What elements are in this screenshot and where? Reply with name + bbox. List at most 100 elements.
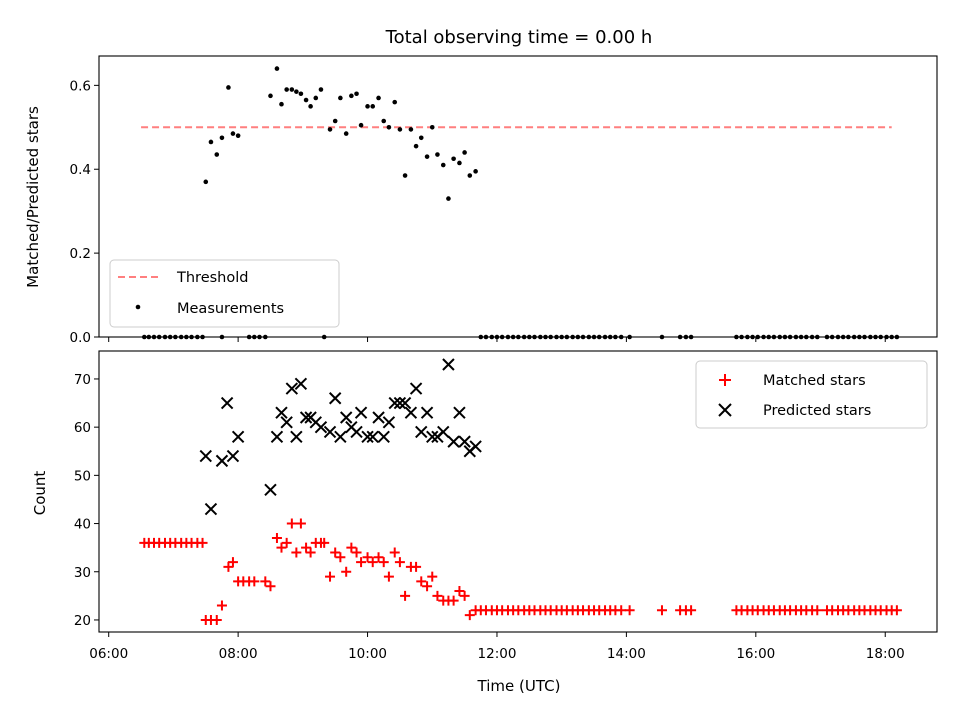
threshold-legend-label: Threshold [176, 270, 248, 286]
predicted-stars-point [361, 430, 374, 444]
predicted-stars-point [226, 449, 240, 463]
matched-stars-point [616, 605, 627, 616]
predicted-legend-swatch [718, 403, 732, 417]
matched-stars-point [383, 571, 394, 582]
x-tick-label: 10:00 [348, 646, 387, 662]
measurements-point [327, 127, 333, 132]
count-axes-frame [98, 350, 938, 633]
measurements-point [397, 127, 403, 132]
ratio-y-ticks: 0.0 0.2 0.4 0.6 [70, 78, 99, 346]
predicted-stars-point [426, 430, 439, 444]
measurements-point [208, 139, 214, 145]
measurements-point [298, 91, 304, 97]
measurements-point [408, 127, 414, 132]
y-tick-label: 0.2 [70, 246, 91, 262]
predicted-stars-point [442, 358, 455, 371]
measurements-point [338, 95, 343, 101]
matched-stars-point [394, 557, 405, 568]
predicted-stars-point [323, 425, 337, 439]
y-tick-label: 0.4 [70, 162, 91, 178]
chart-title: Total observing time = 0.00 h [385, 27, 653, 48]
measurements-point [235, 133, 241, 138]
predicted-stars-point [350, 425, 363, 439]
predicted-stars-point [458, 435, 471, 448]
matched-stars-point [281, 537, 292, 548]
predicted-stars-point [409, 382, 423, 395]
matched-stars-point [356, 557, 367, 568]
measurements-point [332, 118, 338, 124]
matched-stars-point [459, 590, 470, 601]
panel-count: 20 30 40 50 60 70 06:00 08:00 10:00 12:00 14:00 16… [31, 350, 938, 662]
panel-ratio: 0.0 0.2 0.4 0.6 Matched/Predicted stars Thr… [24, 55, 938, 346]
y-tick-label: 70 [74, 372, 91, 388]
predicted-legend-label: Predicted stars [763, 403, 871, 419]
predicted-stars-point [199, 449, 212, 463]
matched-stars-point [319, 537, 330, 548]
count-x-ticks: 06:00 08:00 10:00 12:00 14:00 16:00 18:00 [89, 632, 905, 662]
ratio-y-axis-label: Matched/Predicted stars [24, 106, 42, 288]
matched-stars-point [325, 571, 336, 582]
matched-stars-point [656, 605, 667, 616]
matched-stars-point [346, 542, 357, 553]
matched-stars-point [305, 547, 316, 558]
predicted-stars-point [398, 396, 412, 410]
ratio-x-ticks [108, 337, 886, 342]
count-legend-box [695, 360, 928, 429]
y-tick-label: 30 [74, 565, 91, 581]
x-tick-label: 06:00 [89, 646, 128, 662]
matched-stars-point [624, 605, 635, 616]
predicted-stars-point [354, 406, 368, 419]
matched-stars-point [301, 542, 312, 553]
measurements-point [219, 135, 225, 141]
measurements-point [370, 104, 376, 109]
measurements-point [284, 87, 289, 92]
count-y-ticks: 20 30 40 50 60 70 [74, 372, 99, 629]
predicted-stars-point [299, 411, 313, 424]
y-tick-label: 50 [74, 468, 91, 484]
measurements-legend-label: Measurements [177, 301, 284, 317]
measurements-point [424, 154, 430, 159]
x-tick-label: 16:00 [736, 646, 775, 662]
predicted-stars-point [280, 416, 293, 429]
matched-stars-point [223, 561, 234, 572]
y-tick-label: 60 [74, 420, 91, 436]
y-tick-label: 40 [74, 517, 91, 533]
matched-stars-point [260, 576, 271, 587]
ratio-legend-box [109, 259, 340, 328]
measurements-point [294, 89, 299, 94]
predicted-stars-point [264, 483, 277, 497]
measurements-point [313, 95, 319, 101]
matched-stars-point [400, 590, 411, 601]
matched-stars-point [330, 547, 341, 558]
predicted-stars-point [382, 416, 396, 429]
measurements-point [413, 143, 419, 149]
measurements-point [226, 85, 231, 90]
matched-stars-point [249, 576, 260, 587]
matched-stars-point [427, 571, 438, 582]
matched-stars-point [422, 581, 433, 592]
matched-stars-point [411, 561, 422, 572]
y-tick-label: 0.6 [70, 78, 91, 94]
measurements-point [354, 91, 359, 97]
measurements-point [230, 131, 236, 136]
measurements-point [289, 87, 295, 92]
predicted-stars-point [285, 382, 299, 395]
count-legend: Matched stars Predicted stars [695, 360, 928, 429]
predicted-stars-point [372, 411, 385, 424]
predicted-stars-point [339, 411, 353, 424]
measurements-point [318, 87, 324, 92]
measurements-point [446, 196, 451, 201]
y-tick-label: 20 [74, 613, 91, 629]
measurements-point [435, 152, 440, 157]
ratio-legend: Threshold Measurements [109, 259, 340, 328]
predicted-stars-point [447, 435, 460, 448]
ratio-plot-area [141, 66, 900, 340]
measurements-point [451, 156, 456, 162]
x-tick-label: 08:00 [219, 646, 258, 662]
matched-stars-point [351, 547, 362, 558]
matched-stars-point [197, 537, 208, 548]
measurements-point [279, 101, 284, 107]
predicted-stars-point [215, 454, 229, 468]
predicted-stars-point [231, 430, 245, 444]
